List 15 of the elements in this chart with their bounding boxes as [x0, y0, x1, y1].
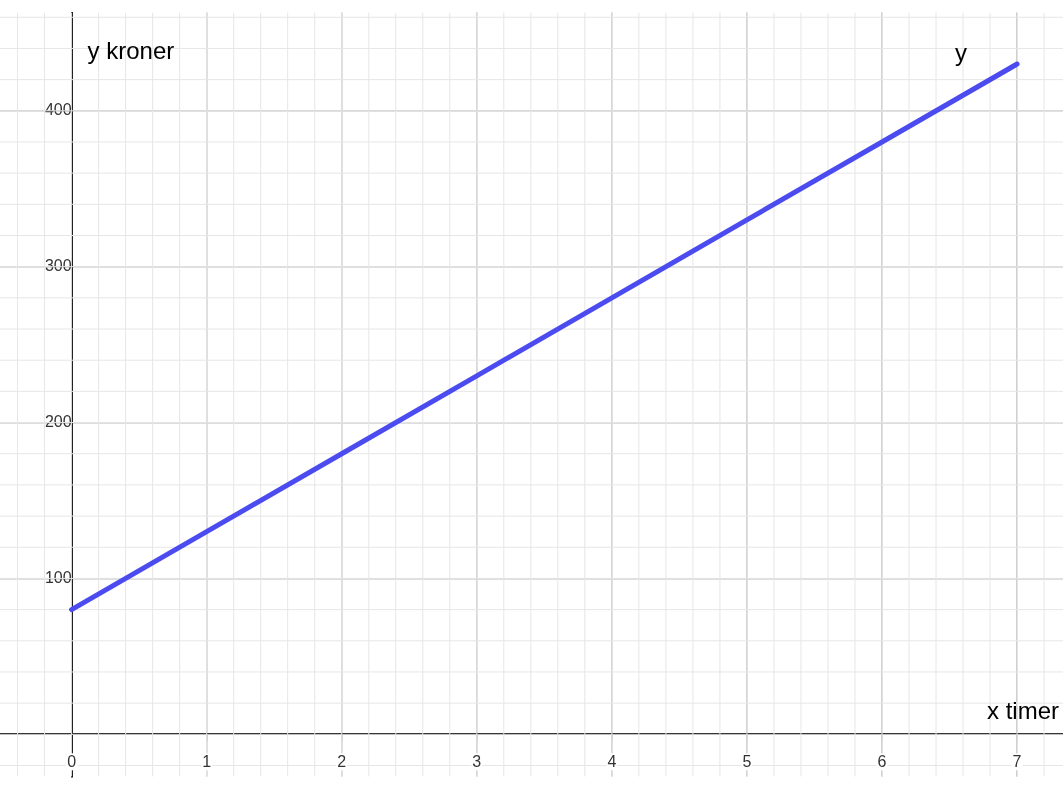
y-tick-label: 300	[44, 257, 72, 275]
x-tick-label: 4	[607, 752, 617, 770]
x-tick-label: 6	[877, 752, 887, 770]
y-tick-label: 400	[44, 101, 72, 119]
x-tick-label: 3	[472, 752, 482, 770]
x-tick-label: 2	[337, 752, 347, 770]
x-tick-label: 7	[1012, 752, 1022, 770]
y-tick-label: 200	[44, 412, 72, 430]
y-axis-title: y kroner	[87, 37, 175, 65]
x-tick-label: 1	[202, 752, 212, 770]
x-axis-title: x timer	[987, 696, 1060, 724]
y-tick-label: 100	[44, 568, 72, 586]
x-tick-label: 5	[742, 752, 752, 770]
x-tick-label: 0	[67, 752, 77, 770]
series-label: y	[955, 38, 968, 66]
